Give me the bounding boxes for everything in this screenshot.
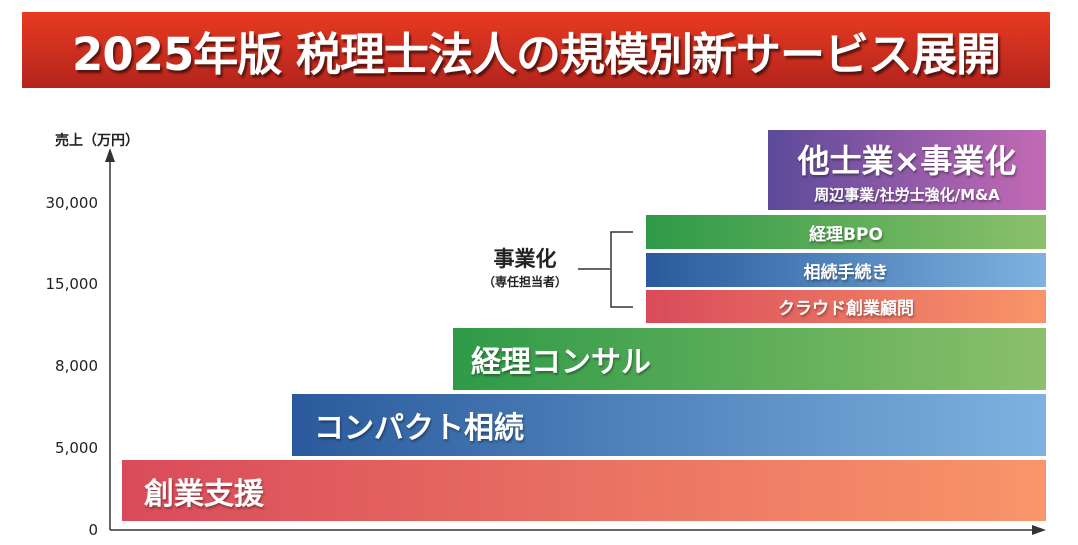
tier-label: 創業支援 (144, 476, 264, 512)
tier-accounting-consulting: 経理コンサル (453, 328, 1046, 390)
bracket (578, 231, 633, 308)
y-tick: 30,000 (45, 194, 99, 212)
y-tick: 15,000 (45, 275, 99, 293)
service-inheritance-procedures: 相続手続き (646, 253, 1046, 287)
tier-compact-inheritance: コンパクト相続 (292, 394, 1046, 456)
tier-sublabel: 周辺事業/社労士強化/M&A (814, 185, 1000, 204)
tier-label: 経理コンサル (471, 345, 651, 380)
title-banner: 2025年版 税理士法人の規模別新サービス展開 (22, 12, 1050, 88)
service-label: 相続手続き (803, 262, 889, 283)
x-axis-arrow-icon (1032, 525, 1046, 535)
tier-other-professions: 他士業×事業化 周辺事業/社労士強化/M&A (768, 130, 1046, 210)
y-axis-arrow-icon (105, 148, 115, 162)
service-label: クラウド創業顧問 (778, 299, 914, 319)
group-subtitle: （専任担当者） (482, 275, 567, 289)
group-title: 事業化 (493, 247, 557, 271)
tier-label: コンパクト相続 (314, 411, 524, 446)
y-tick: 8,000 (55, 357, 98, 375)
page-title: 2025年版 税理士法人の規模別新サービス展開 (72, 27, 1001, 81)
y-tick: 5,000 (55, 439, 98, 457)
y-tick: 0 (88, 521, 98, 539)
tier-startup-support: 創業支援 (122, 460, 1046, 521)
tier-label: 他士業×事業化 (797, 141, 1017, 180)
service-label: 経理BPO (809, 224, 883, 245)
business-group-label: 事業化 （専任担当者） (470, 243, 580, 290)
service-cloud-startup-advisory: クラウド創業顧問 (646, 290, 1046, 323)
y-axis-label: 売上（万円） (55, 133, 139, 149)
service-accounting-bpo: 経理BPO (646, 215, 1046, 249)
